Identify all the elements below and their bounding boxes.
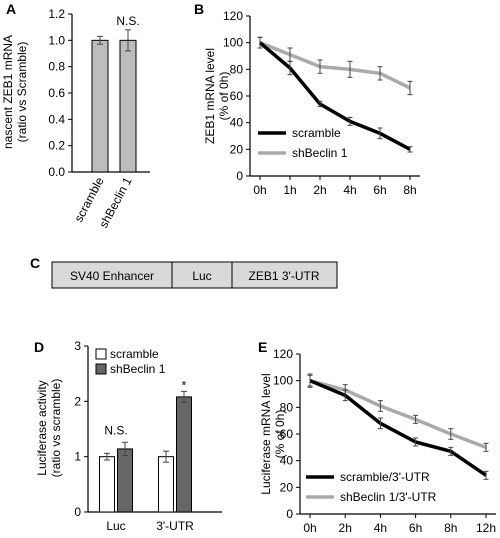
panel-e-series-0-line: [309, 379, 487, 477]
panel-b-xtick-label-5: 8h: [403, 183, 416, 197]
panel-e-xtick-label-0: 0h: [303, 521, 316, 535]
panel-b-chart: 0 20 40 60 80 100 120 ZEB1 mRNA level(% of 0h) 0…: [203, 9, 420, 197]
panel-d-xtick-label-1: 3'-UTR: [156, 519, 194, 533]
panel-b-xtick-label-3: 4h: [343, 183, 356, 197]
panel-d-y-axis-label-line-1: (ratio vs scramble): [49, 379, 63, 478]
construct-label-sv40: SV40 Enhancer: [70, 269, 154, 283]
panel-label-a: A: [6, 1, 16, 17]
panel-b-ytick-label-4: 80: [230, 62, 244, 76]
panel-b-xtick-label-1: 1h: [283, 183, 296, 197]
panel-e-ytick-label-6: 120: [273, 347, 293, 361]
panel-d-ytick-label-3: 3: [74, 339, 81, 353]
panel-a-bar-0: [91, 39, 109, 173]
panel-b-xtick-label-0: 0h: [253, 183, 266, 197]
panel-a-y-axis-label: nascent ZEB1 mRNA(ratio vs Scramble): [1, 35, 29, 149]
panel-a-ytick-label-1: 0.2: [48, 139, 65, 153]
panel-b-legend-label-0: scramble: [292, 126, 341, 140]
panel-d-legend-swatch-0: [95, 348, 107, 360]
construct-segment-sv40: [51, 261, 173, 289]
panel-d-bar-1-1: [176, 396, 192, 513]
panel-d-y-axis-label-line-0: Luciferase activity: [35, 380, 49, 475]
panel-e-legend-label-0: scramble/3'-UTR: [340, 470, 430, 484]
panel-d-legend-label-0: scramble: [110, 347, 159, 361]
panel-e-ytick-label-5: 100: [273, 374, 293, 388]
construct-segment-luc: [171, 261, 233, 289]
panel-e-xtick-label-3: 6h: [409, 521, 422, 535]
construct-label-3utr: ZEB1 3'-UTR: [249, 269, 320, 283]
panel-e-series-1-line: [309, 378, 487, 449]
panel-a-bar-1: [119, 39, 137, 173]
panel-e-ytick-label-4: 80: [280, 400, 294, 414]
panel-e-legend-label-1: shBeclin 1/3'-UTR: [340, 490, 437, 504]
panel-d-bar-1-0: [158, 456, 174, 513]
panel-b-y-axis-label: ZEB1 mRNA level(% of 0h): [203, 48, 231, 144]
panel-d-legend-label-1: shBeclin 1: [110, 362, 166, 376]
panel-a-ytick-label-0: 0.0: [48, 165, 65, 179]
panel-d-bar-0-1: [117, 448, 133, 513]
panel-e-y-axis-label: Luciferase mRNA level(% of 0h): [259, 373, 287, 494]
panel-d-bar-0-0: [99, 456, 115, 513]
panel-d-xtick-label-0: Luc: [106, 519, 125, 533]
panel-b-ytick-label-6: 120: [223, 9, 243, 23]
panel-b-ytick-label-2: 40: [230, 116, 244, 130]
panel-d-annotation-star: *: [182, 378, 187, 392]
panel-label-e: E: [258, 339, 267, 355]
panel-e-ytick-label-0: 0: [286, 507, 293, 521]
panel-a-y-axis-label-line-1: (ratio vs Scramble): [15, 42, 29, 143]
panel-d-chart: 0 1 2 3 Luciferase activity(ratio vs scrambl…: [35, 339, 222, 533]
panel-e-xtick-label-5: 12h: [476, 521, 496, 535]
panel-d-annotation-ns: N.S.: [104, 423, 127, 437]
panel-b-legend-label-1: shBeclin 1: [292, 146, 348, 160]
panel-b-series-1-line: [259, 41, 411, 90]
construct-label-luc: Luc: [192, 269, 211, 283]
panel-d-ytick-label-1: 1: [74, 450, 81, 464]
panel-d-y-axis-label: Luciferase activity(ratio vs scramble): [35, 379, 63, 478]
panel-a-ytick-label-2: 0.4: [48, 112, 65, 126]
panel-b-ytick-label-1: 20: [230, 142, 244, 156]
panel-b-y-axis-label-line-1: (% of 0h): [217, 72, 231, 121]
panel-b-xtick-label-2: 2h: [313, 183, 326, 197]
panel-e-ytick-label-3: 60: [280, 427, 294, 441]
panel-e-xtick-label-1: 2h: [339, 521, 352, 535]
panel-b-ytick-label-0: 0: [236, 169, 243, 183]
panel-e-y-axis-label-line-1: (% of 0h): [273, 410, 287, 459]
panel-a-annotation-ns: N.S.: [116, 14, 139, 28]
panel-e-xtick-label-2: 4h: [374, 521, 387, 535]
panel-label-b: B: [194, 1, 204, 17]
panel-d-ytick-label-2: 2: [74, 394, 81, 408]
panel-a-ytick-label-4: 0.8: [48, 60, 65, 74]
panel-e-y-axis-label-line-0: Luciferase mRNA level: [259, 373, 273, 494]
construct-segment-3utr: [231, 261, 338, 289]
panel-a-ytick-label-5: 1.0: [48, 33, 65, 47]
panel-a-chart: 0.0 0.2 0.4 0.6 0.8 1.0 1.2 nascent ZEB1 mRNA(r…: [1, 7, 150, 230]
panel-a-ytick-label-3: 0.6: [48, 86, 65, 100]
panel-d-legend-swatch-1: [95, 363, 107, 375]
panel-label-c: C: [30, 255, 40, 271]
panel-b-ytick-label-5: 100: [223, 36, 243, 50]
panel-a-ytick-label-6: 1.2: [48, 7, 65, 21]
panel-d-ytick-label-0: 0: [74, 505, 81, 519]
panel-b-ytick-label-3: 60: [230, 89, 244, 103]
panel-c-construct: SV40 Enhancer Luc ZEB1 3'-UTR: [51, 261, 338, 289]
panel-label-d: D: [34, 339, 44, 355]
panel-b-xtick-label-4: 6h: [373, 183, 386, 197]
panel-e-ytick-label-2: 40: [280, 454, 294, 468]
panel-b-y-axis-label-line-0: ZEB1 mRNA level: [203, 48, 217, 144]
panel-e-ytick-label-1: 20: [280, 480, 294, 494]
panel-a-y-axis-label-line-0: nascent ZEB1 mRNA: [1, 35, 15, 149]
panel-e-xtick-label-4: 8h: [444, 521, 457, 535]
panel-b-series-0-line: [258, 41, 411, 151]
